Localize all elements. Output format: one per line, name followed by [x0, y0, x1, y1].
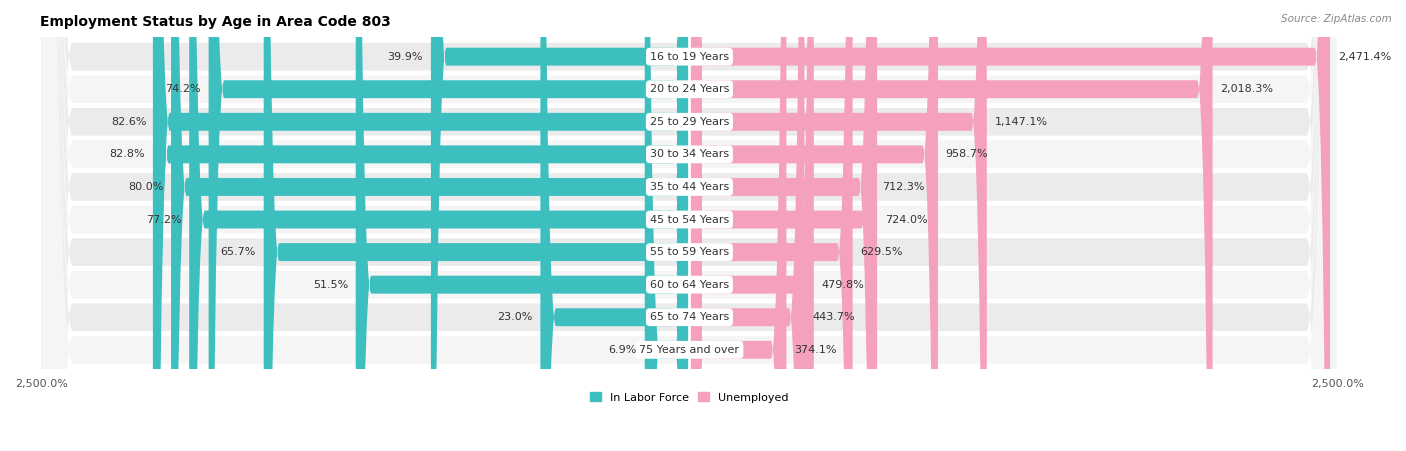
FancyBboxPatch shape: [540, 0, 689, 451]
Text: 20 to 24 Years: 20 to 24 Years: [650, 84, 730, 94]
Legend: In Labor Force, Unemployed: In Labor Force, Unemployed: [586, 388, 793, 407]
FancyBboxPatch shape: [41, 0, 1337, 451]
FancyBboxPatch shape: [689, 0, 987, 451]
FancyBboxPatch shape: [41, 0, 1337, 451]
Text: 35 to 44 Years: 35 to 44 Years: [650, 182, 730, 192]
FancyBboxPatch shape: [689, 0, 1212, 451]
Text: 724.0%: 724.0%: [884, 215, 928, 225]
FancyBboxPatch shape: [689, 0, 852, 451]
FancyBboxPatch shape: [689, 0, 804, 451]
Text: 958.7%: 958.7%: [946, 149, 988, 159]
FancyBboxPatch shape: [645, 0, 689, 451]
Text: 2,471.4%: 2,471.4%: [1337, 52, 1391, 62]
FancyBboxPatch shape: [208, 0, 689, 451]
FancyBboxPatch shape: [430, 0, 689, 451]
FancyBboxPatch shape: [264, 0, 689, 451]
Text: 23.0%: 23.0%: [498, 312, 533, 322]
Text: 82.6%: 82.6%: [111, 117, 146, 127]
Text: 65.7%: 65.7%: [221, 247, 256, 257]
FancyBboxPatch shape: [155, 0, 689, 451]
Text: 74.2%: 74.2%: [166, 84, 201, 94]
Text: Employment Status by Age in Area Code 803: Employment Status by Age in Area Code 80…: [41, 15, 391, 29]
Text: 30 to 34 Years: 30 to 34 Years: [650, 149, 728, 159]
FancyBboxPatch shape: [689, 0, 877, 451]
FancyBboxPatch shape: [41, 0, 1337, 451]
FancyBboxPatch shape: [153, 0, 689, 451]
Text: 479.8%: 479.8%: [821, 280, 865, 290]
Text: 80.0%: 80.0%: [128, 182, 163, 192]
Text: 2,018.3%: 2,018.3%: [1220, 84, 1274, 94]
Text: 374.1%: 374.1%: [794, 345, 837, 355]
FancyBboxPatch shape: [41, 0, 1337, 451]
Text: 1,147.1%: 1,147.1%: [994, 117, 1047, 127]
Text: 77.2%: 77.2%: [146, 215, 181, 225]
Text: 51.5%: 51.5%: [312, 280, 347, 290]
FancyBboxPatch shape: [689, 0, 938, 451]
FancyBboxPatch shape: [689, 0, 875, 451]
Text: 712.3%: 712.3%: [882, 182, 924, 192]
Text: 443.7%: 443.7%: [813, 312, 855, 322]
Text: 82.8%: 82.8%: [110, 149, 145, 159]
Text: 60 to 64 Years: 60 to 64 Years: [650, 280, 728, 290]
FancyBboxPatch shape: [41, 0, 1337, 451]
FancyBboxPatch shape: [41, 0, 1337, 451]
FancyBboxPatch shape: [172, 0, 689, 451]
Text: 55 to 59 Years: 55 to 59 Years: [650, 247, 728, 257]
Text: 65 to 74 Years: 65 to 74 Years: [650, 312, 730, 322]
FancyBboxPatch shape: [689, 0, 1330, 451]
FancyBboxPatch shape: [41, 0, 1337, 451]
FancyBboxPatch shape: [190, 0, 689, 451]
Text: 16 to 19 Years: 16 to 19 Years: [650, 52, 728, 62]
FancyBboxPatch shape: [41, 0, 1337, 451]
Text: 6.9%: 6.9%: [609, 345, 637, 355]
FancyBboxPatch shape: [41, 0, 1337, 451]
FancyBboxPatch shape: [41, 0, 1337, 451]
Text: 25 to 29 Years: 25 to 29 Years: [650, 117, 730, 127]
Text: 39.9%: 39.9%: [388, 52, 423, 62]
Text: Source: ZipAtlas.com: Source: ZipAtlas.com: [1281, 14, 1392, 23]
Text: 629.5%: 629.5%: [860, 247, 903, 257]
Text: 75 Years and over: 75 Years and over: [640, 345, 740, 355]
FancyBboxPatch shape: [356, 0, 689, 451]
FancyBboxPatch shape: [689, 0, 814, 451]
FancyBboxPatch shape: [689, 0, 786, 451]
Text: 45 to 54 Years: 45 to 54 Years: [650, 215, 730, 225]
